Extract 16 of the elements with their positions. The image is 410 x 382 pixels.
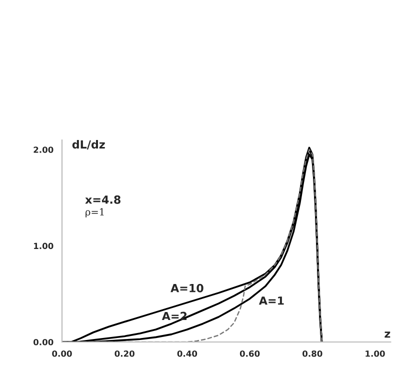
x-tick-label: 0.20 (114, 350, 134, 357)
series-label: A=2 (162, 312, 187, 320)
series-label: A=1 (258, 296, 284, 305)
y-tick-label: 2.00 (34, 146, 54, 153)
x-tick-label: 0.00 (52, 350, 72, 357)
x-tick-label: 1.00 (366, 350, 385, 357)
x-axis-title: z (384, 332, 390, 338)
annotation: ρ=1 (86, 208, 104, 218)
annotation: x=4.8 (85, 195, 120, 204)
series-label: A=10 (170, 284, 204, 292)
x-tick-label: 0.40 (177, 350, 198, 357)
y-tick-label: 0.00 (34, 338, 54, 346)
x-tick-label: 0.60 (240, 350, 260, 357)
y-axis-title: dL/dz (72, 140, 105, 150)
x-tick-label: 0.80 (302, 350, 322, 357)
y-tick-label: 1.00 (34, 242, 54, 250)
